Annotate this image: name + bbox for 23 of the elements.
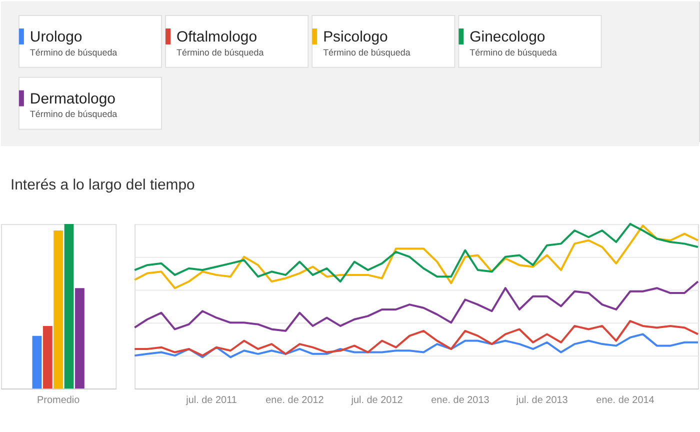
chart-title: Interés a lo largo del tiempo bbox=[10, 176, 195, 194]
x-tick-label: jul. de 2011 bbox=[185, 394, 238, 406]
legend-label: Dermatologo bbox=[30, 90, 116, 108]
x-tick-label: jul. de 2012 bbox=[350, 394, 404, 406]
legend-label: Ginecologo bbox=[470, 28, 546, 46]
bar bbox=[64, 224, 74, 388]
text: Término de búsqueda bbox=[30, 47, 118, 58]
text: Término de búsqueda bbox=[323, 47, 410, 58]
bar bbox=[32, 336, 42, 388]
x-tick-label: ene. de 2014 bbox=[596, 394, 655, 406]
legend-label: Oftalmologo bbox=[176, 28, 258, 46]
bar bbox=[74, 288, 84, 388]
bar bbox=[42, 326, 52, 388]
legend-label: Psicologo bbox=[323, 28, 388, 46]
x-tick-label: Promedio bbox=[36, 394, 80, 406]
text: Término de búsqueda bbox=[176, 47, 264, 58]
x-tick-label: ene. de 2013 bbox=[431, 394, 490, 406]
bar bbox=[54, 230, 64, 388]
text: Término de búsqueda bbox=[470, 47, 557, 58]
text: Término de búsqueda bbox=[30, 109, 118, 120]
x-tick-label: jul. de 2013 bbox=[515, 394, 568, 406]
legend-label: Urologo bbox=[30, 28, 82, 46]
x-tick-label: ene. de 2012 bbox=[266, 394, 324, 406]
